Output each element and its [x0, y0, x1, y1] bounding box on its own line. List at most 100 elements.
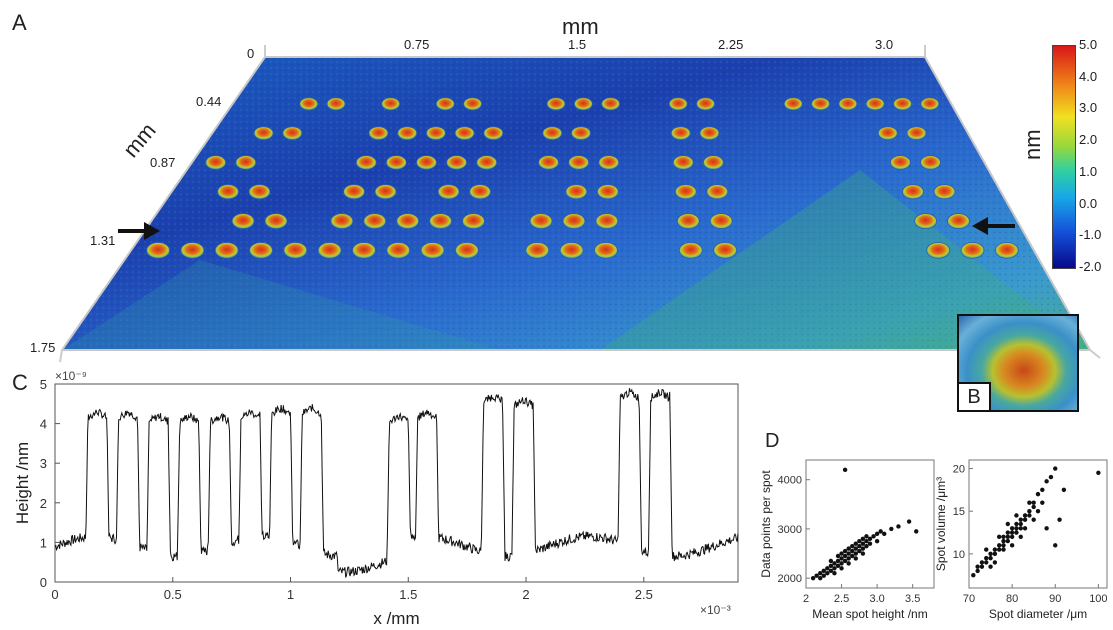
scatter-point	[1009, 543, 1015, 548]
scatter-point	[1018, 526, 1023, 531]
scatter-point	[975, 568, 980, 574]
y-tick-label: 3000	[778, 524, 802, 536]
scatter-point	[1022, 513, 1028, 518]
scatter-point	[984, 560, 989, 565]
y-tick-label: 15	[953, 506, 965, 518]
spot	[454, 242, 479, 259]
spot	[920, 155, 941, 170]
scatter-point	[1001, 543, 1006, 548]
scatter-point	[1009, 534, 1015, 539]
scatter-point	[853, 551, 858, 556]
scatter-point	[874, 539, 880, 544]
x-tick-label: 3.0	[869, 593, 884, 605]
x-axis-label: Spot diameter /μm	[989, 607, 1087, 621]
spot	[264, 213, 288, 229]
scatter-point	[846, 551, 851, 556]
scatter-point	[1005, 530, 1011, 535]
scatter-point	[1005, 538, 1011, 544]
scatter-point	[1001, 534, 1006, 539]
scatter-point	[832, 561, 837, 566]
y-tick-label: 2000	[778, 573, 802, 585]
y-axis-label: Data points per spot	[759, 470, 773, 578]
scatter-point	[1044, 526, 1049, 531]
spot	[330, 213, 354, 229]
scatter-point	[1040, 500, 1045, 505]
spot	[538, 155, 559, 170]
scatter-point	[839, 561, 844, 566]
scatter-point	[864, 543, 869, 549]
spot	[889, 155, 911, 170]
scatter-point	[842, 558, 848, 564]
scatter-point	[864, 539, 869, 544]
spot	[906, 126, 927, 141]
x-tick-label: 70	[963, 593, 975, 605]
spot	[437, 184, 460, 200]
spot	[248, 184, 271, 200]
colorbar-tick-label: -1.0	[1079, 227, 1102, 243]
x-axis-label: x /mm	[373, 609, 419, 628]
scatter-point	[860, 541, 866, 546]
scatter-point	[992, 551, 998, 557]
spot	[231, 213, 255, 229]
scatter-point	[1014, 521, 1019, 527]
scatter-point	[1096, 470, 1101, 475]
spot	[326, 97, 346, 111]
spot	[933, 184, 956, 200]
scatter-point	[1005, 534, 1011, 539]
panel-a-x-tick-3: 2.25	[718, 37, 744, 52]
panel-a-x-tick-4: 3.0	[875, 37, 894, 52]
scatter-point	[842, 553, 848, 559]
spot	[595, 213, 619, 229]
spot	[676, 213, 700, 229]
scatter-point	[984, 555, 989, 561]
scatter-point	[839, 566, 844, 571]
scatter-point	[1031, 517, 1036, 522]
scatter-point	[1022, 517, 1028, 522]
right-arrow-icon	[972, 217, 1015, 235]
scatter-point	[857, 543, 862, 549]
x-tick-label: 0	[51, 587, 58, 602]
spot	[706, 184, 729, 200]
spot	[483, 126, 504, 141]
colorbar-tick-label: 5.0	[1079, 37, 1098, 52]
scatter-point	[842, 467, 848, 473]
spot	[374, 184, 397, 200]
scatter-point	[1040, 487, 1045, 493]
scatter-point	[857, 548, 862, 554]
panel-b-inset: B	[957, 314, 1079, 412]
scatter-point	[860, 551, 866, 556]
scatter-point	[1014, 530, 1019, 535]
y-tick-label: 5	[40, 377, 47, 392]
spot	[902, 184, 924, 200]
left-arrow-icon	[118, 222, 160, 240]
scatter-point	[835, 563, 841, 569]
spot	[180, 242, 205, 259]
scatter-point	[860, 536, 866, 541]
plot-frame	[54, 383, 739, 583]
x-tick-label: 2	[522, 587, 529, 602]
scatter-point	[996, 543, 1002, 548]
scatter-point	[878, 529, 883, 534]
spot	[702, 155, 724, 170]
spot	[368, 126, 389, 141]
scatter-point	[988, 555, 993, 561]
x-exponent: ×10⁻³	[700, 603, 731, 617]
y-tick-label: 1	[40, 535, 47, 550]
scatter-point	[1035, 509, 1041, 514]
spot	[396, 213, 420, 229]
scatter-point	[846, 556, 851, 561]
spot	[571, 126, 591, 141]
spot	[454, 126, 475, 141]
scatter-point	[984, 547, 989, 552]
scatter-point	[1048, 474, 1054, 480]
spot	[283, 242, 308, 259]
scatter-point	[1014, 526, 1019, 531]
scatter-point	[832, 571, 837, 576]
y-tick-label: 4000	[778, 475, 802, 487]
colorbar-tick-label: 0.0	[1079, 195, 1098, 211]
scatter-point	[1035, 491, 1041, 497]
x-tick-label: 2.5	[635, 587, 653, 602]
spot	[317, 242, 342, 259]
y-axis-label: Height /nm	[13, 442, 32, 524]
spot	[476, 155, 498, 170]
